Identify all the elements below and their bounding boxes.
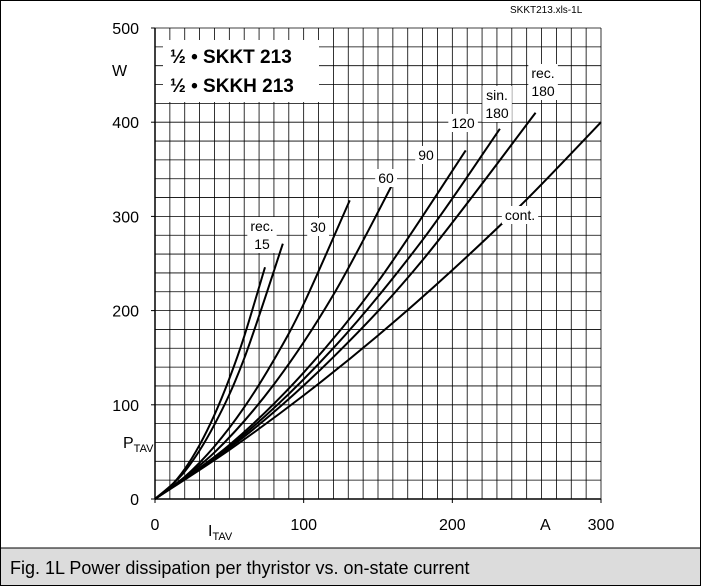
y-tick-label: 500 [112, 21, 139, 38]
label-bg [448, 114, 478, 132]
x-label-sub: TAV [212, 531, 232, 543]
curve-label: rec. 180 [531, 65, 555, 99]
label-bg [528, 64, 558, 100]
curve-label: 90 [418, 147, 434, 163]
file-tag: SKKT213.xls-1L [510, 5, 583, 16]
grid [151, 27, 602, 503]
curve [154, 180, 396, 500]
y-tick-label: 100 [112, 398, 139, 415]
curves [154, 112, 602, 500]
label-bg [375, 169, 397, 187]
caption-band [1, 548, 700, 585]
curve-label: 60 [378, 170, 394, 186]
legend-box [163, 40, 319, 102]
label-bg [501, 206, 539, 224]
curve [154, 128, 501, 500]
x-tick-label: 0 [151, 517, 160, 534]
label-bg [247, 217, 277, 253]
legend-line: ½ • SKKH 213 [170, 76, 294, 97]
curve-label: 30 [310, 219, 326, 235]
curve-label: rec. 15 [250, 218, 273, 252]
label-bg [307, 218, 329, 236]
x-label: ITAV [208, 523, 233, 543]
labels: rec. 15 30 60 90 120 sin. 180 rec. 180 cont. [247, 64, 558, 253]
curve-label: sin. 180 [485, 87, 509, 121]
x-label-main: I [208, 523, 212, 540]
y-tick-label: 0 [130, 492, 139, 509]
x-tick-label: 300 [588, 517, 615, 534]
curve-label: 120 [451, 115, 475, 131]
curve [154, 112, 537, 500]
y-label-main: P [123, 435, 134, 452]
y-unit: W [112, 63, 128, 80]
legend-line: ½ • SKKT 213 [170, 47, 292, 68]
x-tick-label: 200 [439, 517, 466, 534]
y-tick-label: 300 [112, 209, 139, 226]
y-label-sub: TAV [134, 443, 154, 455]
caption: Fig. 1L Power dissipation per thyristor … [10, 558, 470, 578]
curve [154, 243, 284, 500]
curve [154, 121, 602, 500]
y-tick-label: 200 [112, 304, 139, 321]
curve-label: cont. [505, 207, 535, 223]
label-bg [482, 86, 512, 122]
y-tick-label: 400 [112, 115, 139, 132]
x-unit: A [540, 517, 551, 534]
x-tick-label: 100 [290, 517, 317, 534]
label-bg [415, 146, 437, 164]
y-label: PTAV [123, 435, 154, 455]
